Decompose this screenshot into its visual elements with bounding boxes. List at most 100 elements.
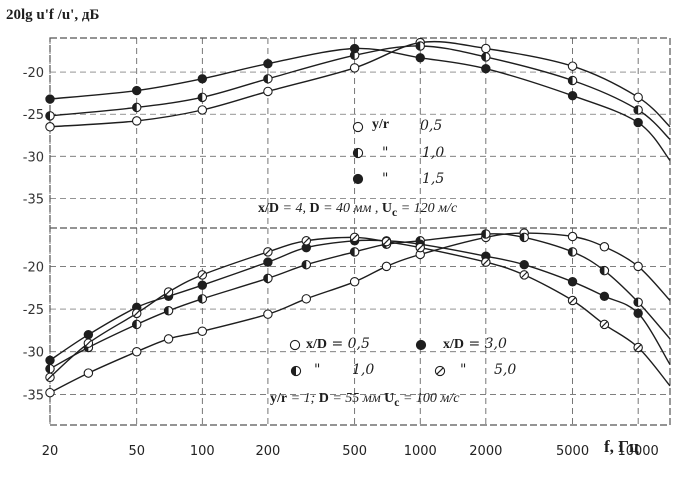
marker-half [350,247,355,257]
legend-marker-layer [289,121,446,377]
half-filled-circle-marker [567,75,578,86]
marker-slash [601,321,608,328]
y-tick-label: -35 [23,192,44,207]
marker-dot [197,280,208,290]
legend-lower-ditto-4: " [460,362,467,378]
marker-dot [567,90,578,101]
legend-lower-value-4: 5,0 [494,362,517,378]
legend-upper-value-3: 1,5 [422,171,445,187]
marker-half [520,233,525,242]
y-tick-label: -25 [23,108,44,123]
marker-dot [197,74,208,84]
filled-circle-marker [352,173,364,185]
half-filled-circle-marker [415,41,425,51]
filled-circle-marker [633,117,643,128]
marker-dot [263,309,273,319]
series-0-2 [45,43,671,161]
open-circle-marker [349,63,360,73]
marker-dot [415,53,425,63]
half-filled-circle-marker [481,229,491,239]
open-circle-marker [45,387,55,398]
half-filled-circle-marker [352,147,364,159]
marker-dot [349,277,360,287]
marker-half [263,274,268,283]
slashed-circle-marker [415,242,425,253]
marker-slash [302,237,310,245]
open-circle-marker [599,242,610,252]
marker-dot [567,231,578,242]
slashed-circle-marker [633,342,643,353]
marker-dot [131,346,142,357]
marker-dot [45,122,55,132]
slashed-circle-marker [481,257,491,267]
marker-half [45,111,50,121]
slashed-circle-marker [434,365,446,377]
x-tick-label: 5000 [556,444,589,459]
slashed-circle-marker [83,338,94,348]
marker-dot [263,86,273,97]
marker-dot [301,294,312,304]
filled-circle-marker [415,53,425,63]
slashed-circle-marker [519,270,529,280]
filled-circle-marker [45,355,55,365]
filled-circle-marker [633,308,643,319]
series-line [49,233,671,370]
marker-dot [633,92,643,103]
open-circle-marker [289,339,301,351]
legend-upper-title: y/r [372,117,390,132]
marker-dot [45,387,55,398]
series-0-0 [45,37,671,132]
marker-half [45,364,50,373]
marker-half [198,294,203,304]
marker-slash [569,297,576,304]
marker-slash [351,234,359,241]
y-tick-label: -20 [23,260,44,275]
x-tick-label: 50 [128,444,145,459]
half-filled-circle-marker [633,105,643,115]
open-circle-marker [263,309,273,319]
filled-circle-marker [132,85,142,96]
x-tick-label: 20 [42,444,59,459]
slashed-circle-marker [263,247,273,257]
legend-lower-value-3: 1,0 [352,362,375,378]
slashed-circle-marker [45,372,55,383]
marker-half [350,51,355,60]
marker-dot [197,105,208,115]
x-tick-label: 100 [190,444,215,459]
slashed-circle-marker [163,287,174,297]
slashed-circle-marker [381,236,392,247]
marker-dot [349,43,360,54]
half-filled-circle-marker [263,273,273,284]
marker-half [291,366,296,376]
open-circle-marker [263,86,273,97]
legend-upper-ditto-3: " [382,171,389,187]
slashed-circle-marker [599,319,610,330]
marker-half [132,320,137,329]
legend-upper-value-2: 1,0 [422,145,445,161]
series-line [49,236,671,387]
open-circle-marker [349,277,360,287]
filled-circle-marker [263,257,273,267]
filled-circle-marker [567,90,578,101]
lower-panel-annotation: y/r = 1; D = 55 мм Uc = 100 м/с [270,391,460,409]
slashed-circle-marker [197,270,208,280]
marker-half [164,306,169,315]
half-filled-circle-marker [519,232,529,243]
marker-dot [381,261,392,272]
marker-half [416,41,421,51]
marker-slash [198,271,206,279]
half-filled-circle-marker [45,364,55,374]
marker-dot [633,117,643,128]
open-circle-marker [197,105,208,115]
x-tick-label: 500 [342,444,367,459]
marker-slash [264,248,272,256]
half-filled-circle-marker [290,365,302,377]
marker-dot [83,329,94,340]
filled-circle-marker [415,339,427,351]
tick-layer: 20 50 100 200 500 1000 2000 5000 10000 -20 -25 -30 -… [23,66,659,459]
marker-dot [45,94,55,104]
marker-half [353,148,358,158]
upper-panel-annotation: x/D = 4, D = 40 мм , Uc = 120 м/с [258,201,458,219]
half-filled-circle-marker [599,265,610,276]
